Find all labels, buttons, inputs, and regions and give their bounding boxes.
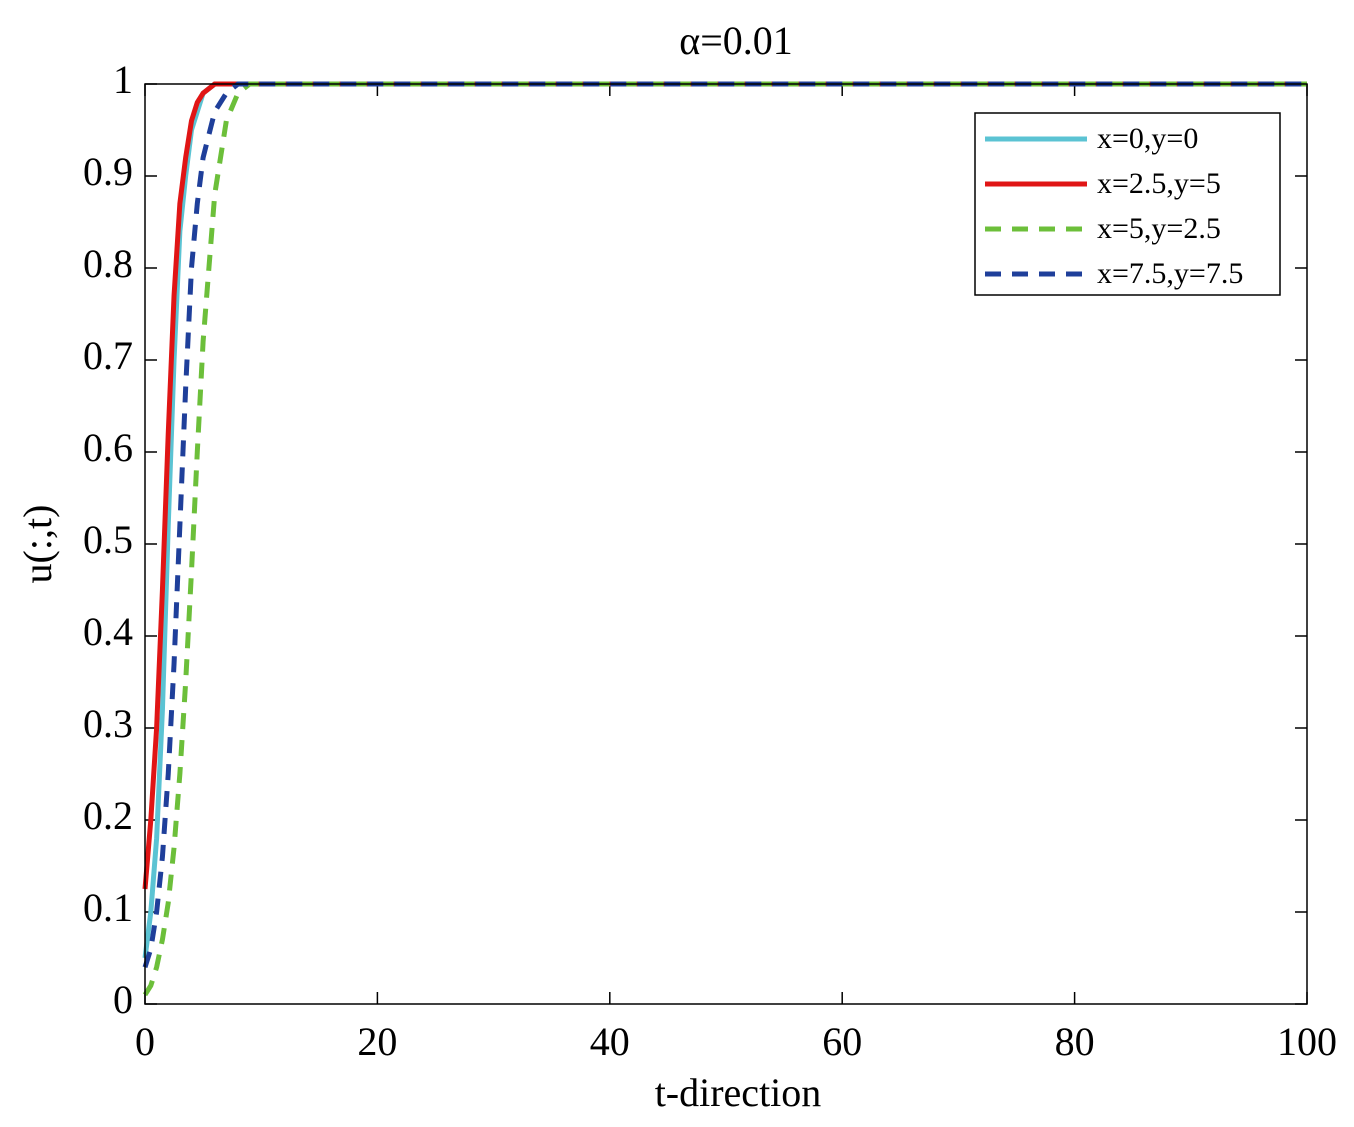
y-tick-label: 0.6 [83,425,133,470]
x-tick-label: 80 [1055,1019,1095,1064]
x-tick-label: 60 [822,1019,862,1064]
legend-label: x=7.5,y=7.5 [1097,257,1243,290]
x-tick-label: 20 [357,1019,397,1064]
y-tick-label: 0.4 [83,609,133,654]
x-axis-label: t-direction [655,1070,822,1115]
legend-box [974,112,1281,296]
y-tick-label: 0.1 [83,885,133,930]
y-tick-label: 1 [113,57,133,102]
x-tick-label: 100 [1277,1019,1337,1064]
legend-label: x=5,y=2.5 [1097,212,1221,245]
plot-frame [144,83,1308,1005]
x-tick-label: 0 [135,1019,155,1064]
y-tick-label: 0 [113,977,133,1022]
y-tick-label: 0.8 [83,241,133,286]
chart-title: α=0.01 [679,18,793,63]
y-axis-label: u(:,t) [15,505,60,584]
legend-label: x=2.5,y=5 [1097,167,1221,200]
y-tick-label: 0.9 [83,149,133,194]
legend-label: x=0,y=0 [1097,122,1198,155]
y-tick-label: 0.5 [83,517,133,562]
y-tick-label: 0.7 [83,333,133,378]
y-tick-label: 0.3 [83,701,133,746]
y-tick-label: 0.2 [83,793,133,838]
x-tick-label: 40 [590,1019,630,1064]
